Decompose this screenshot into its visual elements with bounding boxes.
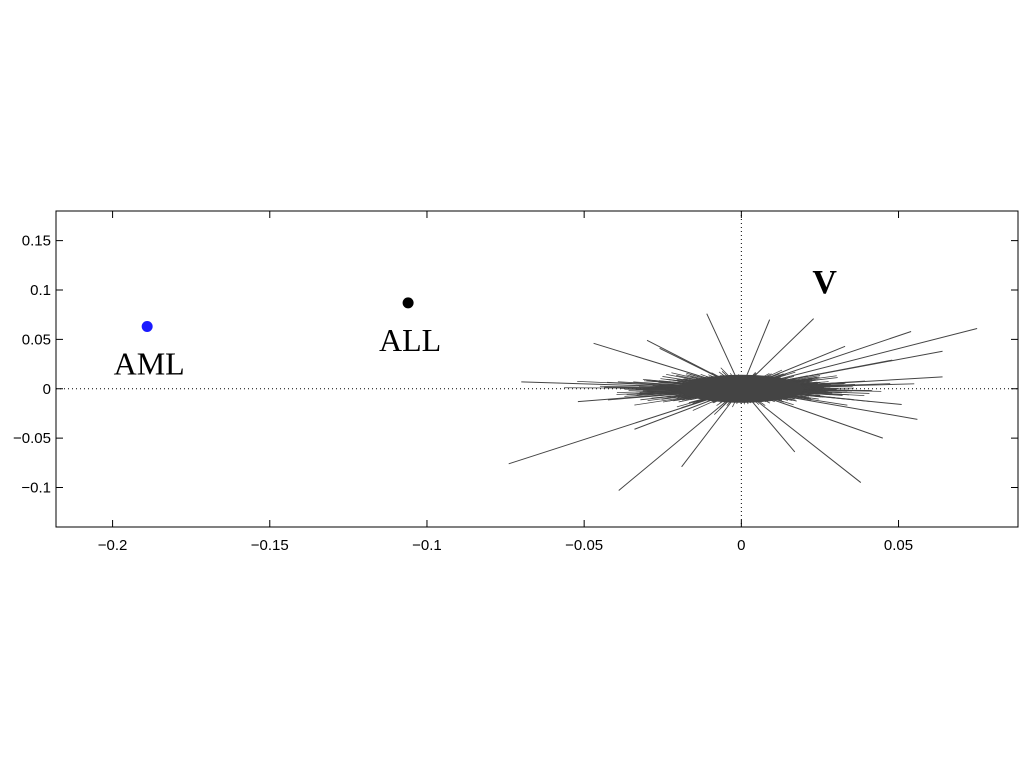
reference-lines [56, 211, 1018, 527]
gene-vector [508, 388, 742, 465]
y-tick-label: −0.1 [21, 480, 51, 497]
vector-cloud [508, 313, 978, 491]
x-tick-label: 0.05 [884, 537, 913, 554]
x-tick-label: −0.1 [412, 537, 442, 554]
point-all [402, 297, 414, 309]
plot-area [55, 210, 1019, 528]
vector-label: V [812, 264, 837, 301]
point-label-all: ALL [379, 322, 441, 358]
x-tick-label: −0.15 [251, 537, 289, 554]
x-tick-label: −0.05 [565, 537, 603, 554]
y-tick-label: 0 [43, 381, 51, 398]
gene-vector [618, 388, 742, 491]
y-tick-label: −0.05 [13, 430, 51, 447]
vector-core [679, 374, 804, 403]
y-tick-label: 0.05 [22, 331, 51, 348]
point-label-aml: AML [114, 346, 185, 382]
y-tick-label: 0.15 [22, 233, 51, 250]
gene-vector [741, 388, 862, 483]
x-tick-label: 0 [737, 537, 745, 554]
data-points: AML ALL [114, 297, 441, 382]
y-tick-label: 0.1 [30, 282, 51, 299]
axis-ticks: −0.2 −0.15 −0.1 −0.05 0 0.05 0.15 0.1 0.05 0 −0.05… [13, 211, 1018, 554]
point-aml [141, 321, 153, 333]
x-tick-label: −0.2 [98, 537, 128, 554]
